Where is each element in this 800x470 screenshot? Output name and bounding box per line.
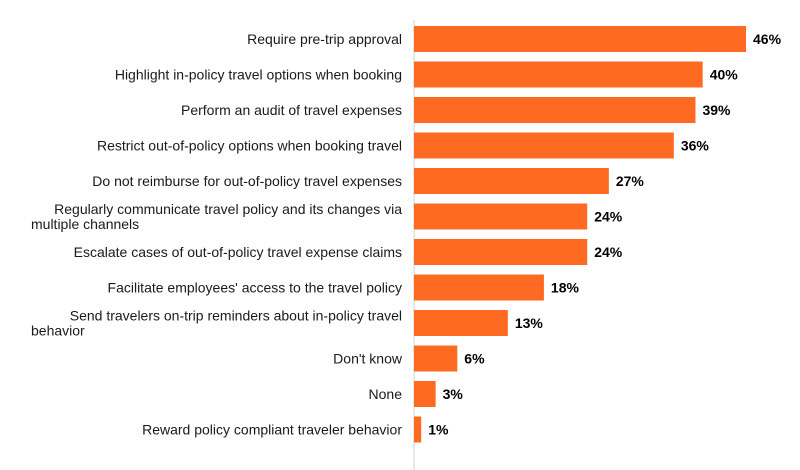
bar-1 (414, 61, 703, 88)
bar-11 (414, 416, 422, 443)
value-label-10: 3% (443, 386, 464, 402)
category-label-0: Require pre-trip approval (247, 31, 402, 47)
category-label-4: Do not reimburse for out-of-policy trave… (92, 173, 402, 189)
category-label-8-line-1: behavior (31, 323, 85, 339)
bar-6 (414, 239, 588, 265)
category-label-9: Don't know (333, 351, 403, 367)
value-label-11: 1% (428, 422, 449, 438)
bar-0 (414, 26, 746, 52)
value-label-6: 24% (594, 244, 623, 260)
bar-5 (414, 203, 588, 230)
value-label-4: 27% (616, 173, 645, 189)
bar-7 (414, 274, 544, 301)
category-labels: Require pre-trip approval Highlight in-po… (31, 31, 403, 438)
category-label-2: Perform an audit of travel expenses (181, 102, 402, 118)
value-labels: 46% 40% 39% 36% 27% 24% 24% 18% 13% 6% 3% 1% (428, 31, 781, 438)
category-label-5-line-0: Regularly communicate travel policy and … (54, 201, 402, 217)
value-label-8: 13% (515, 315, 544, 331)
value-label-0: 46% (753, 31, 782, 47)
value-label-9: 6% (464, 351, 485, 367)
category-label-6: Escalate cases of out-of-policy travel e… (74, 244, 402, 260)
bar-2 (414, 97, 696, 123)
value-label-5: 24% (594, 209, 623, 225)
value-label-3: 36% (681, 138, 710, 154)
category-label-8-line-0: Send travelers on-trip reminders about i… (70, 308, 402, 324)
category-label-10: None (369, 386, 403, 402)
category-label-11: Reward policy compliant traveler behavio… (142, 422, 402, 438)
category-label-7: Facilitate employees' access to the trav… (108, 280, 402, 296)
bar-9 (414, 345, 458, 372)
category-label-3: Restrict out-of-policy options when book… (97, 138, 402, 154)
bar-10 (414, 381, 436, 407)
bars-group (414, 26, 746, 443)
category-label-1: Highlight in-policy travel options when … (115, 67, 402, 83)
value-label-2: 39% (702, 102, 731, 118)
value-label-1: 40% (710, 67, 739, 83)
category-label-5-line-1: multiple channels (31, 216, 139, 232)
bar-4 (414, 168, 609, 194)
bar-8 (414, 310, 508, 336)
value-label-7: 18% (551, 280, 580, 296)
bar-3 (414, 132, 674, 159)
